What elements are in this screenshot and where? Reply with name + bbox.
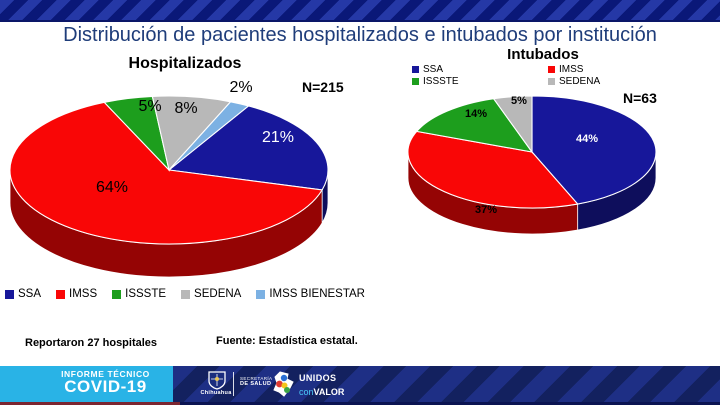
chart-title-hospitalizados: Hospitalizados [128,55,242,72]
pie-svg-hospitalizados [9,95,329,278]
page-title: Distribución de pacientes hospitalizados… [63,24,657,46]
pie-chart-intubados: Intubados N=63 SSA IMSS ISSSTE SEDENA 44% 37… [390,40,720,255]
slogan-line2: conVALOR [299,383,344,400]
legend-item: IMSS [548,64,600,75]
legend-label: SSA [423,64,444,75]
slogan-line1: UNIDOS [299,373,337,383]
legend-swatch [181,289,191,299]
pie-slice [168,101,250,171]
legend-item: ISSSTE [412,76,548,87]
chart-title-intubados: Intubados [507,46,579,63]
pie-slice [9,101,324,245]
legend-label: SEDENA [194,288,242,300]
sample-size-intubados: N=63 [623,90,657,106]
legend-swatch [412,66,419,73]
legend-intubados: SSA IMSS ISSSTE SEDENA [412,64,600,87]
ministry-line2: DE SALUD [240,381,272,387]
slice-label: 44% [575,133,599,145]
pie-slice [407,130,579,209]
legend-item: SEDENA [181,288,241,300]
report-label: INFORME TÉCNICO [61,369,150,379]
footer-bar: INFORME TÉCNICO COVID-19 Chihuahua SECRE… [0,366,720,405]
legend-swatch [56,289,66,299]
report-title: COVID-19 [64,377,147,396]
gov-name-label: Chihuahua [200,390,232,396]
slice-label: 64% [95,179,129,196]
note-hospitals-reported: Reportaron 27 hospitales [25,337,158,349]
chihuahua-shield-icon [208,371,226,390]
legend-item: SSA [412,64,548,75]
legend-label: SEDENA [559,76,601,87]
footer-strip-navy [180,402,720,405]
legend-swatch [112,289,122,299]
legend-label: ISSSTE [423,76,459,87]
slice-label: 8% [174,100,198,117]
slice-label: 2% [229,79,253,96]
legend-item: IMSS BIENESTAR [256,288,365,300]
government-strip [173,366,720,402]
legend-label: IMSS BIENESTAR [269,288,365,300]
legend-label: ISSSTE [125,288,167,300]
legend-item: SSA [5,288,41,300]
legend-item: SEDENA [548,76,600,87]
pie-chart-hospitalizados: Hospitalizados N=215 SSA IMSS ISSSTE SEDENA… [0,55,370,310]
pie-svg-intubados [407,95,657,235]
legend-swatch [548,78,555,85]
pie-slice [167,105,329,191]
footer-divider [233,372,234,396]
legend-swatch [5,289,14,299]
slogan-unidos-con-valor: UNIDOS conVALOR [299,373,344,400]
legend-hospitalizados: SSA IMSS ISSSTE SEDENA IMSS BIENESTAR [0,288,370,300]
slice-label: 37% [474,204,498,216]
legend-swatch [256,289,266,299]
legend-item: IMSS [56,288,97,300]
covid-report-badge: INFORME TÉCNICO COVID-19 [0,366,173,402]
top-banner-stripes [0,0,720,22]
slice-label: 5% [511,95,527,107]
legend-item: ISSSTE [112,288,166,300]
legend-label: IMSS [559,64,584,75]
sample-size-hospitalizados: N=215 [302,79,344,95]
slice-label: 14% [464,108,488,120]
legend-swatch [548,66,555,73]
pie-slice [492,95,533,154]
legend-label: IMSS [69,288,98,300]
ministry-line1: SECRETARÍA [240,376,273,381]
legend-swatch [412,78,419,85]
footer-strip-red [0,402,180,405]
slice-label: 21% [261,129,295,146]
chihuahua-state-icon [273,371,294,397]
pie-slice [531,95,657,205]
slice-label: 5% [138,98,162,115]
note-source: Fuente: Estadística estatal. [216,335,358,347]
ministry-label: SECRETARÍA DE SALUD [240,376,272,387]
slogan-valor: VALOR [313,387,345,398]
slogan-con: con [299,387,314,398]
legend-label: SSA [18,288,42,300]
